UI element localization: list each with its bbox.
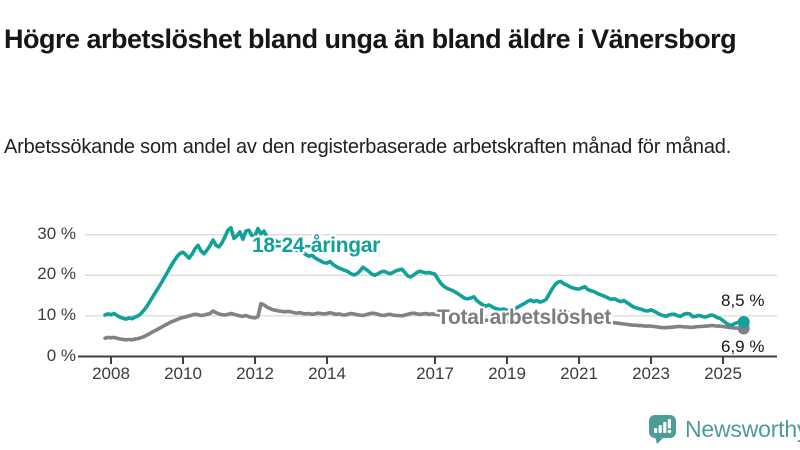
- x-tick-label: 2023: [632, 364, 670, 383]
- chart-subtitle: Arbetssökande som andel av den registerb…: [4, 136, 732, 158]
- x-tick-label: 2010: [164, 364, 202, 383]
- x-tick-label: 2012: [236, 364, 274, 383]
- x-tick-label: 2014: [308, 364, 346, 383]
- series-label-total: Total arbetslöshet: [437, 306, 611, 329]
- end-value-label-youth: 8,5 %: [721, 291, 765, 310]
- end-value-label-total: 6,9 %: [721, 337, 765, 356]
- series-label-youth: 18-24-åringar: [252, 234, 380, 257]
- y-tick-label: 10 %: [37, 304, 76, 324]
- newsworthy-logo-icon: [649, 415, 676, 444]
- x-tick-label: 2021: [560, 364, 598, 383]
- x-tick-label: 2025: [704, 364, 742, 383]
- line-chart-plot: [78, 225, 777, 364]
- x-tick-label: 2017: [416, 364, 454, 383]
- newsworthy-logo: Newsworthy: [648, 414, 800, 444]
- x-tick-label: 2008: [92, 364, 130, 383]
- y-tick-label: 30 %: [37, 223, 76, 243]
- newsworthy-logo-text: Newsworthy: [685, 415, 800, 442]
- y-tick-label: 0 %: [46, 345, 76, 365]
- x-tick-label: 2019: [488, 364, 526, 383]
- chart-title: Högre arbetslöshet bland unga än bland ä…: [4, 24, 737, 55]
- y-tick-label: 20 %: [37, 264, 76, 284]
